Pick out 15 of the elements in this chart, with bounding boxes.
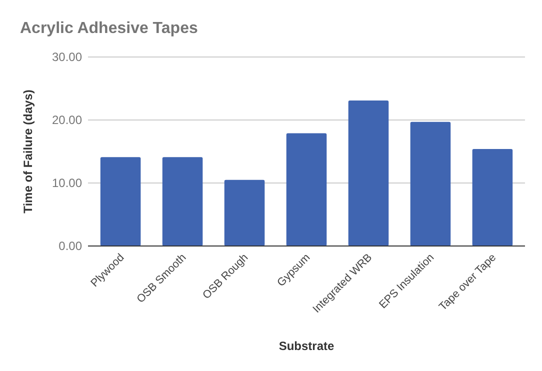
chart-title: Acrylic Adhesive Tapes [20,20,198,37]
y-tick-label: 0.00 [58,239,82,254]
x-tick-label: Tape over Tape [437,252,499,314]
y-tick-label: 30.00 [52,50,82,64]
bar [162,157,203,246]
y-axis-title: Time of Failure (days) [21,90,35,214]
y-tick-label: 20.00 [52,113,82,128]
bar [348,100,389,246]
bar [472,148,513,246]
y-tick-label: 10.00 [52,176,82,190]
bar [224,180,265,246]
x-axis-title: Substrate [278,339,334,353]
bar [286,133,327,246]
bar [100,157,141,246]
bar [410,122,451,246]
